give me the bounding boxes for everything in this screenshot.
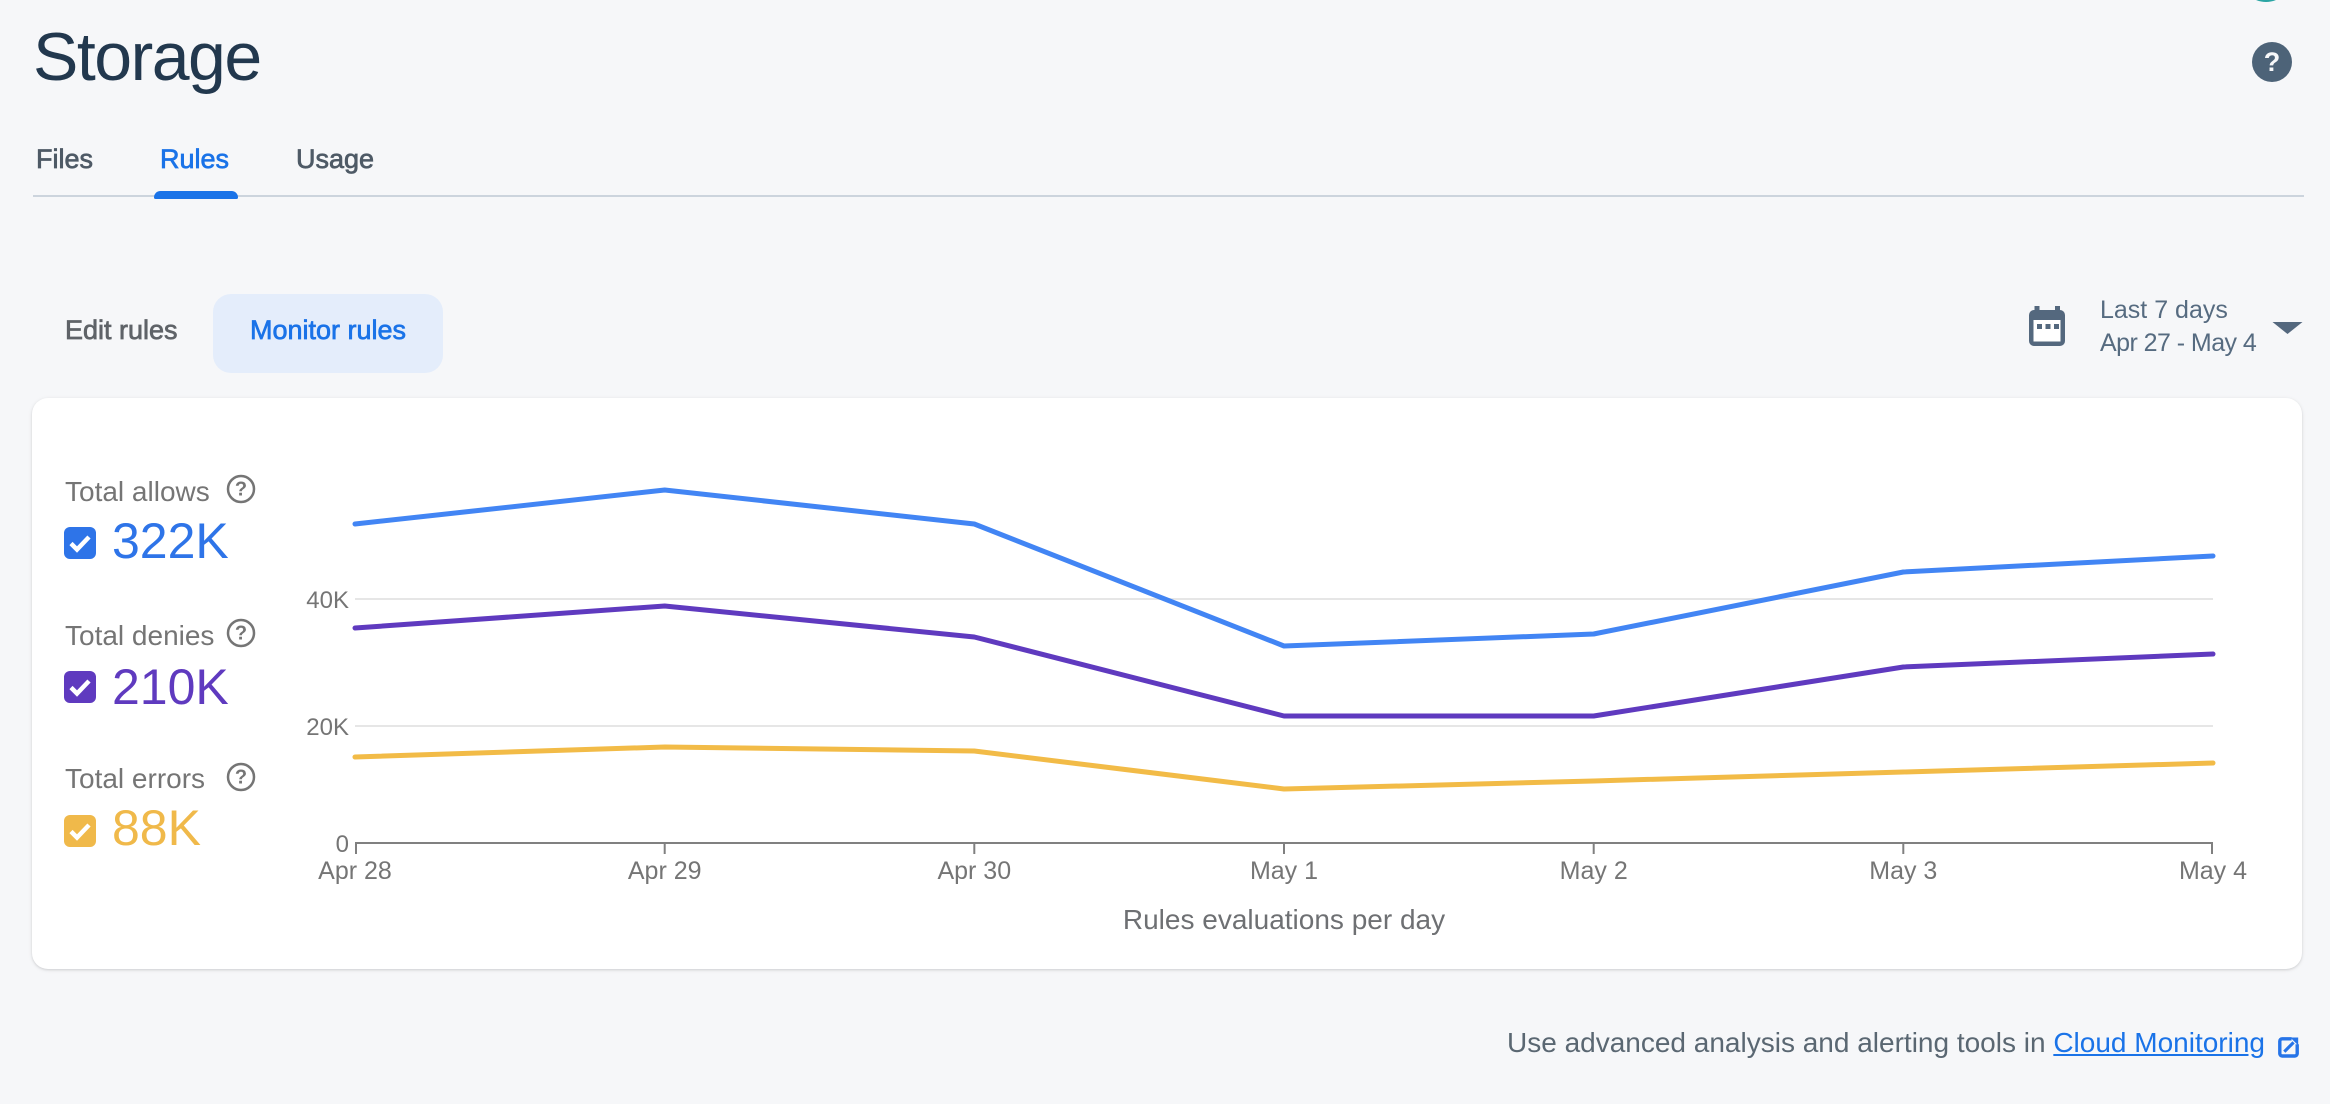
svg-text:?: ? xyxy=(235,767,247,789)
svg-text:May 1: May 1 xyxy=(1250,857,1318,885)
svg-text:Apr 28: Apr 28 xyxy=(318,857,392,885)
svg-text:Apr 29: Apr 29 xyxy=(628,857,702,885)
svg-text:?: ? xyxy=(235,623,247,645)
svg-text:Apr 30: Apr 30 xyxy=(937,857,1011,885)
svg-text:20K: 20K xyxy=(306,714,349,741)
svg-text:40K: 40K xyxy=(306,587,349,614)
svg-text:0: 0 xyxy=(336,831,349,858)
svg-text:May 4: May 4 xyxy=(2179,857,2247,885)
svg-text:May 3: May 3 xyxy=(1869,857,1937,885)
svg-text:May 2: May 2 xyxy=(1560,857,1628,885)
svg-text:Rules evaluations per day: Rules evaluations per day xyxy=(1123,904,1445,935)
svg-text:?: ? xyxy=(235,479,247,501)
